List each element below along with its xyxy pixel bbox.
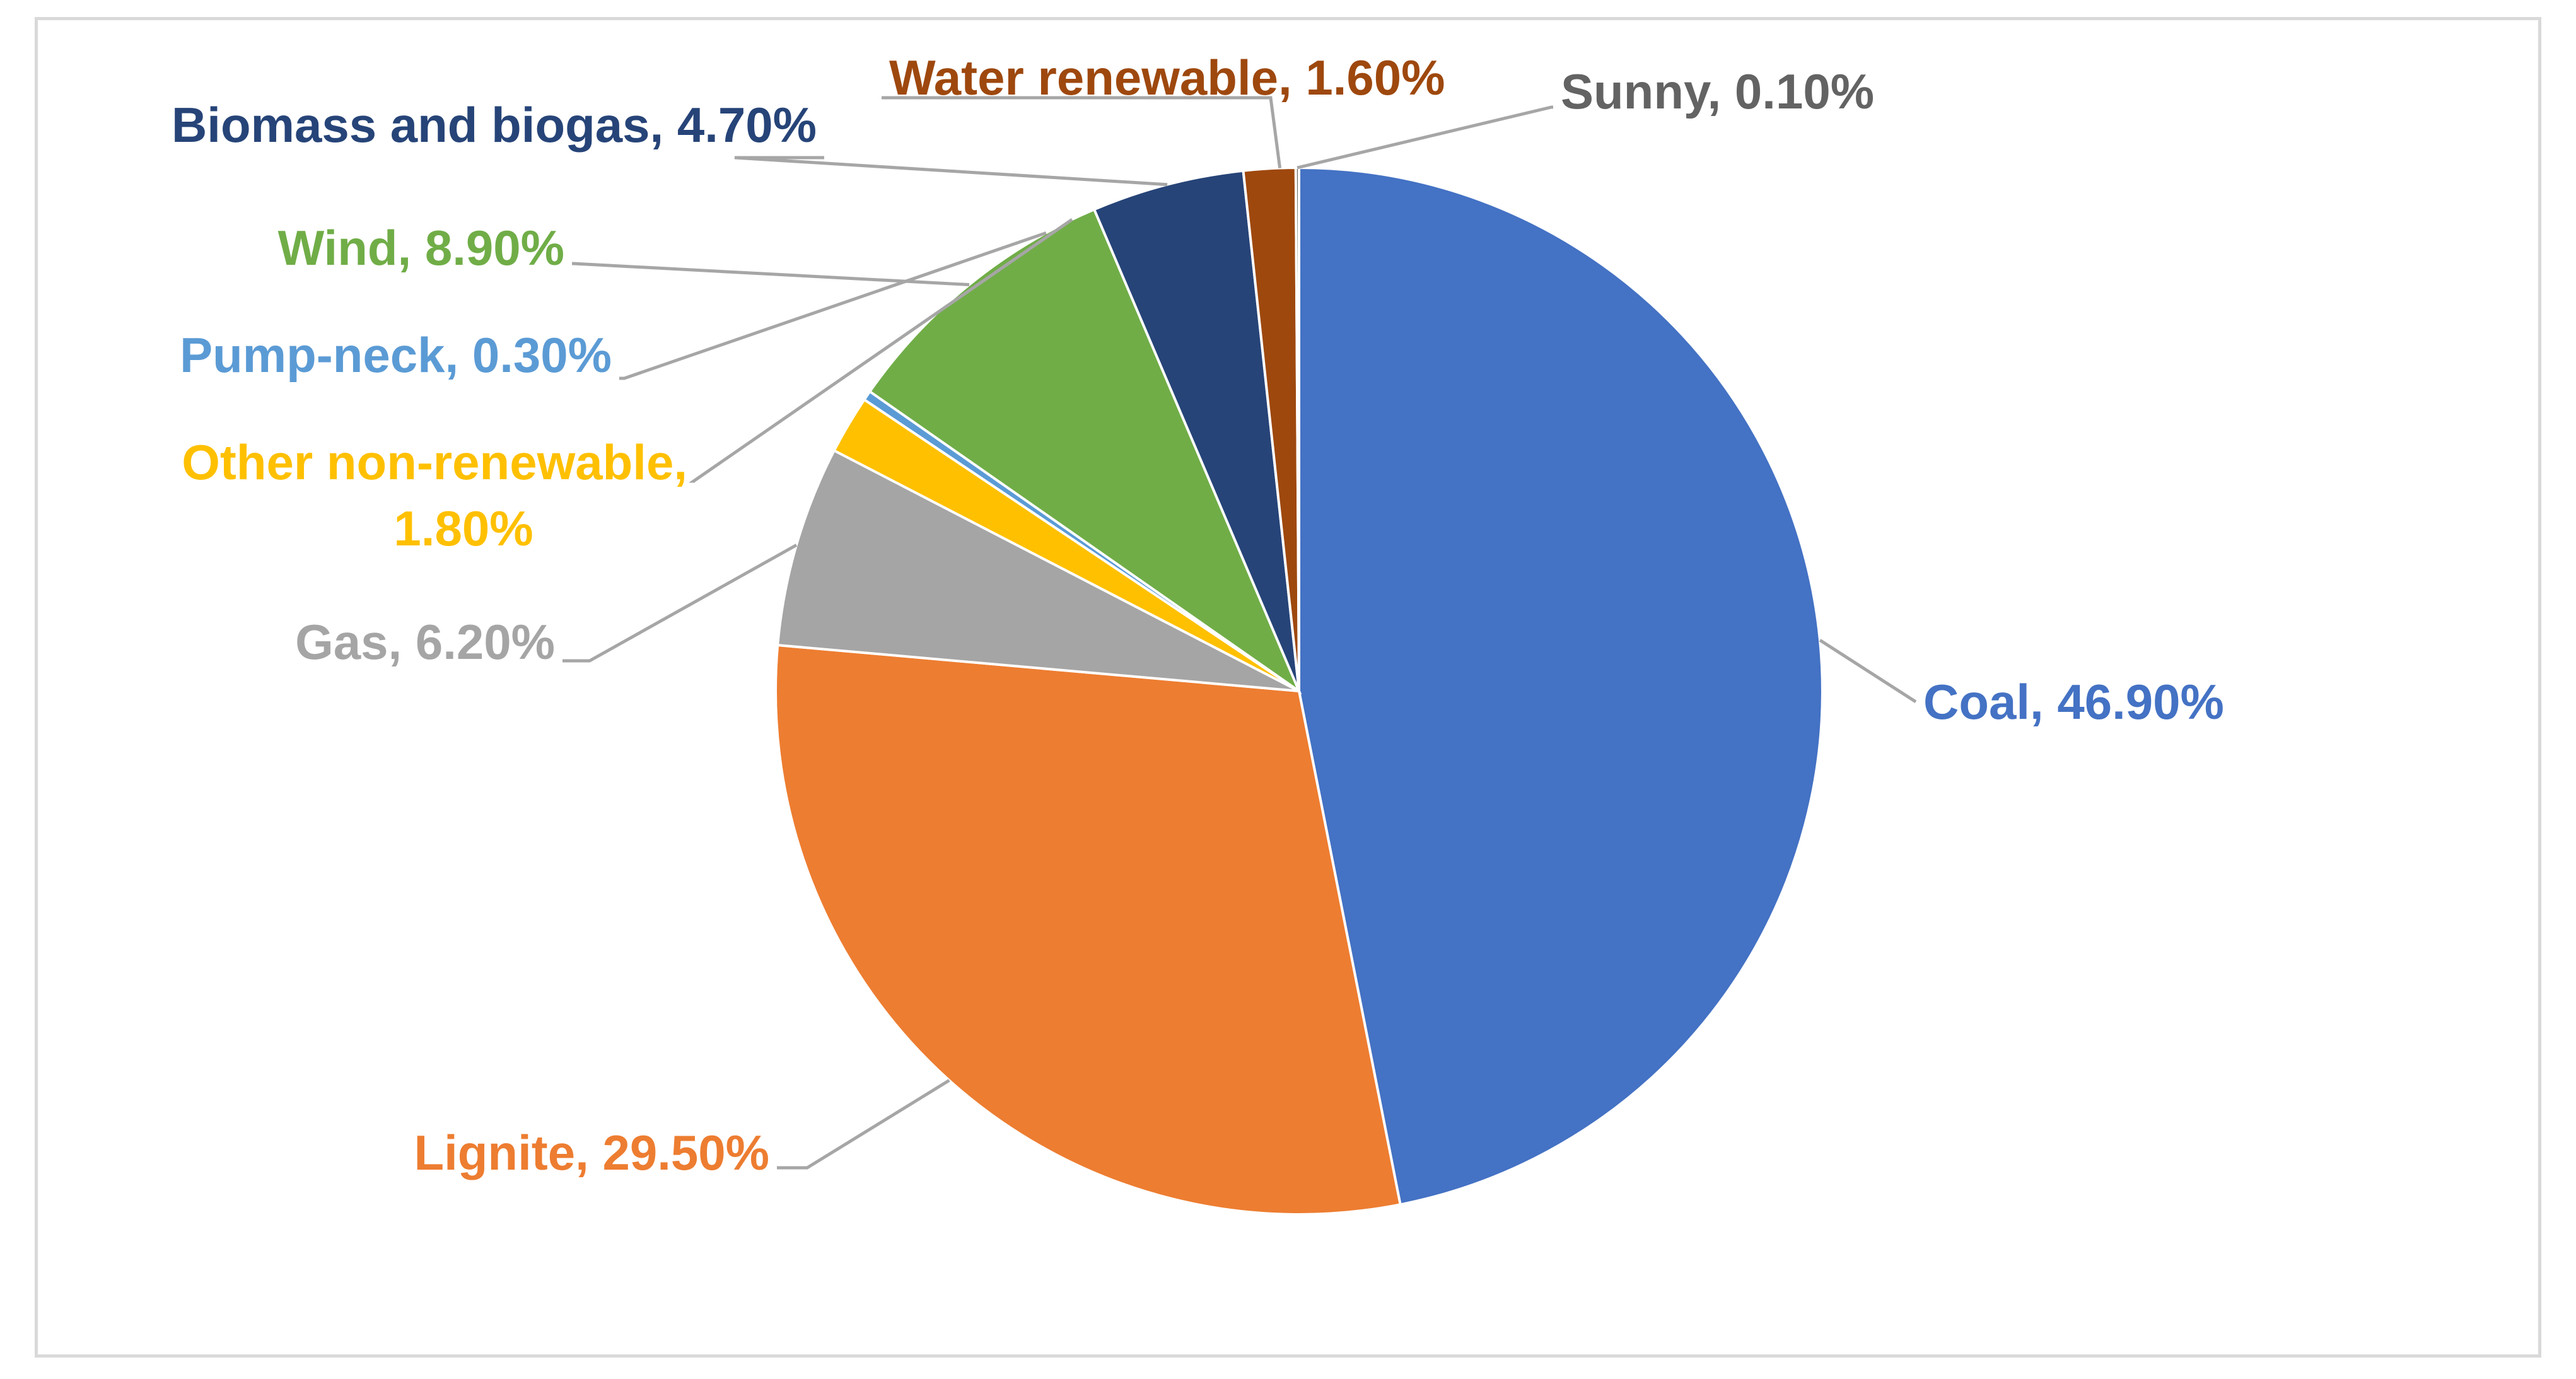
data-label-lignite: Lignite, 29.50% bbox=[414, 1125, 769, 1180]
leader-line-other-non-renewable bbox=[688, 218, 1073, 483]
leader-line-biomass-and-biogas bbox=[734, 156, 1168, 187]
data-label-other-non-renewable-line2: 1.80% bbox=[393, 501, 533, 556]
pie-slices bbox=[774, 166, 1824, 1216]
leader-line-lignite bbox=[777, 1079, 950, 1170]
data-label-pump-neck: Pump-neck, 0.30% bbox=[180, 327, 612, 383]
data-label-gas: Gas, 6.20% bbox=[295, 614, 555, 670]
data-label-sunny: Sunny, 0.10% bbox=[1561, 64, 1874, 119]
leader-lines bbox=[562, 96, 1917, 1170]
leader-line-coal bbox=[1819, 639, 1917, 704]
leader-line-wind bbox=[572, 262, 970, 286]
data-label-water-renewable: Water renewable, 1.60% bbox=[889, 50, 1445, 105]
data-labels: Coal, 46.90% Lignite, 29.50% Gas, 6.20% Oth… bbox=[172, 50, 2224, 1180]
slice-lignite bbox=[774, 643, 1402, 1216]
leader-line-sunny bbox=[1297, 105, 1553, 170]
slice-biomass-and-biogas bbox=[1092, 169, 1300, 692]
leader-line-gas bbox=[562, 544, 798, 663]
data-label-other-non-renewable: Other non-renewable, bbox=[182, 434, 687, 490]
slice-coal bbox=[1298, 166, 1824, 1206]
data-label-biomass-and-biogas: Biomass and biogas, 4.70% bbox=[172, 97, 817, 153]
leader-line-water-renewable bbox=[882, 96, 1282, 168]
data-label-coal: Coal, 46.90% bbox=[1923, 674, 2224, 730]
data-label-wind: Wind, 8.90% bbox=[278, 220, 564, 276]
